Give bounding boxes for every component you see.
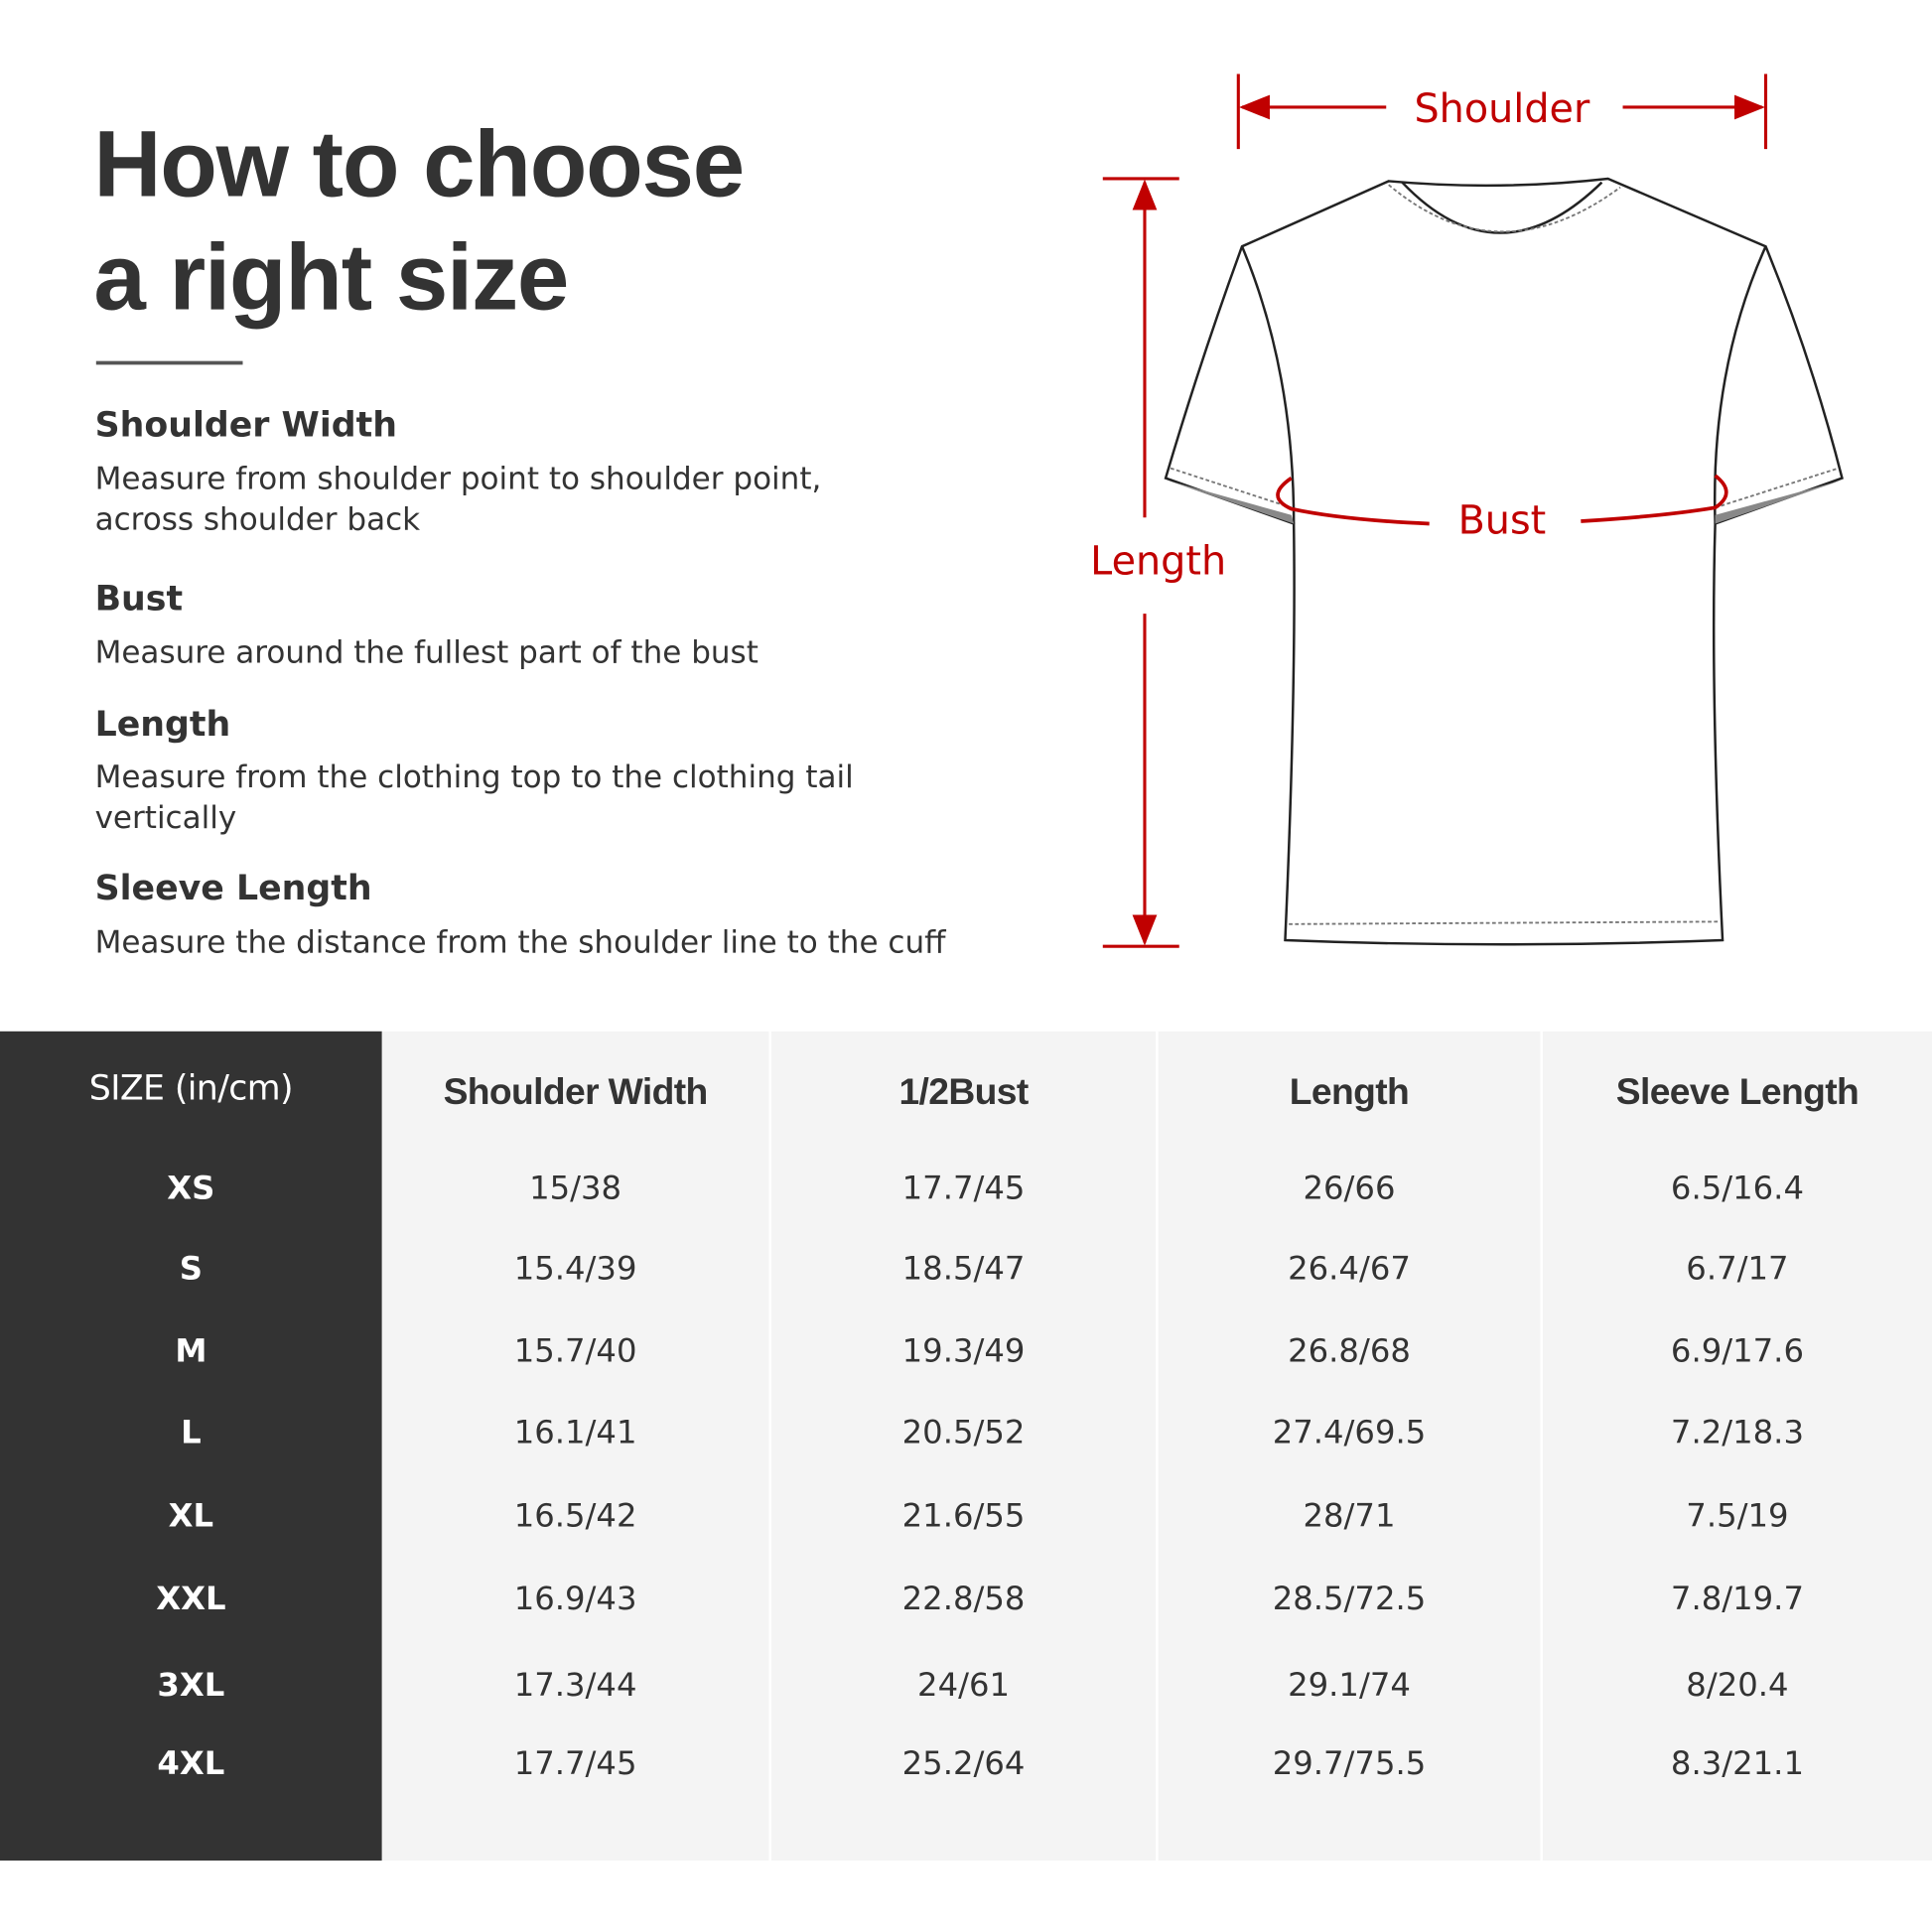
- table-cell-length: 26.8/68: [1288, 1332, 1411, 1371]
- header-shoulder-width: Shoulder Width: [443, 1071, 709, 1113]
- column-length: Length 26/66 26.4/67 26.8/68 27.4/69.5 28/71 2…: [1158, 1031, 1541, 1862]
- table-cell-shoulder-width: 16.1/41: [513, 1414, 637, 1452]
- size-table: SIZE (in/cm) XS S M L XL XXL 3XL 4XL Shoulder Wid…: [0, 1031, 1932, 1862]
- column-half-bust: 1/2Bust 17.7/45 18.5/47 19.3/49 20.5/52 21.6/…: [770, 1031, 1157, 1862]
- table-cell-half-bust: 19.3/49: [901, 1332, 1026, 1371]
- table-cell-shoulder-width: 17.3/44: [513, 1667, 637, 1705]
- desc-line: Measure the distance from the shoulder l…: [94, 923, 946, 960]
- table-cell-shoulder-width: 15.7/40: [513, 1332, 637, 1371]
- table-cell-sleeve-length: 7.5/19: [1686, 1498, 1789, 1536]
- guide-heading-shoulder: Shoulder Width: [94, 404, 398, 446]
- guide-desc-bust: Measure around the fullest part of the b…: [95, 632, 983, 673]
- bust-measure: [1276, 474, 1728, 526]
- table-cell-shoulder-width: 16.9/43: [513, 1581, 637, 1618]
- table-cell-sleeve-length: 6.5/16.4: [1670, 1171, 1804, 1208]
- table-cell-sleeve-length: 6.7/17: [1686, 1250, 1789, 1288]
- tshirt-outline-icon: [1164, 177, 1844, 946]
- table-cell-shoulder-width: 17.7/45: [513, 1745, 637, 1783]
- divider: [95, 360, 243, 365]
- table-cell-half-bust: 20.5/52: [901, 1414, 1026, 1452]
- table-cell-half-bust: 17.7/45: [901, 1171, 1026, 1208]
- tshirt-diagram: Shoulder Length Bust: [1090, 73, 1844, 948]
- shoulder-measure: [1236, 73, 1768, 150]
- table-cell-size: XS: [167, 1171, 215, 1208]
- guide-desc-sleeve: Measure the distance from the shoulder l…: [95, 921, 983, 962]
- table-cell-half-bust: 24/61: [917, 1667, 1011, 1705]
- desc-line: Measure from the clothing top to the clo…: [94, 759, 854, 795]
- guide-heading-bust: Bust: [94, 578, 184, 620]
- table-cell-shoulder-width: 15/38: [529, 1171, 622, 1208]
- table-cell-sleeve-length: 8.3/21.1: [1670, 1745, 1804, 1783]
- length-measure: [1102, 177, 1179, 948]
- column-sleeve-length: Sleeve Length 6.5/16.4 6.7/17 6.9/17.6 7.2/1…: [1542, 1031, 1932, 1862]
- page-title: How to choose a right size: [93, 108, 745, 335]
- header-length: Length: [1289, 1071, 1410, 1113]
- table-cell-half-bust: 18.5/47: [901, 1250, 1026, 1288]
- table-cell-size: S: [179, 1250, 203, 1288]
- table-cell-length: 26/66: [1303, 1171, 1396, 1208]
- table-cell-length: 28.5/72.5: [1272, 1581, 1427, 1618]
- table-cell-half-bust: 22.8/58: [901, 1581, 1026, 1618]
- table-cell-half-bust: 25.2/64: [901, 1745, 1026, 1783]
- guide-desc-shoulder: Measure from shoulder point to shoulder …: [95, 459, 983, 540]
- table-cell-shoulder-width: 16.5/42: [513, 1498, 637, 1536]
- shoulder-label: Shoulder: [1414, 86, 1589, 132]
- table-cell-length: 26.4/67: [1288, 1250, 1411, 1288]
- table-cell-sleeve-length: 8/20.4: [1686, 1667, 1789, 1705]
- column-shoulder-width: Shoulder Width 15/38 15.4/39 15.7/40 16.1/41…: [381, 1031, 769, 1862]
- table-cell-length: 29.1/74: [1288, 1667, 1411, 1705]
- table-cell-sleeve-length: 6.9/17.6: [1670, 1332, 1804, 1371]
- table-cell-half-bust: 21.6/55: [901, 1498, 1026, 1536]
- table-cell-shoulder-width: 15.4/39: [513, 1250, 637, 1288]
- table-cell-size: L: [181, 1414, 202, 1452]
- length-label: Length: [1090, 538, 1226, 584]
- header-size: SIZE (in/cm): [88, 1067, 294, 1109]
- guide-desc-length: Measure from the clothing top to the clo…: [95, 757, 983, 838]
- column-size: SIZE (in/cm) XS S M L XL XXL 3XL 4XL: [0, 1031, 382, 1862]
- guide-heading-sleeve: Sleeve Length: [94, 867, 372, 908]
- table-cell-size: M: [175, 1332, 207, 1371]
- title-line-2: a right size: [93, 225, 569, 331]
- desc-line: across shoulder back: [94, 501, 421, 538]
- title-line-1: How to choose: [93, 111, 745, 217]
- table-cell-size: XL: [168, 1498, 214, 1536]
- table-cell-sleeve-length: 7.8/19.7: [1670, 1581, 1804, 1618]
- bust-label: Bust: [1458, 497, 1547, 543]
- desc-line: Measure from shoulder point to shoulder …: [94, 461, 822, 497]
- header-half-bust: 1/2Bust: [898, 1071, 1029, 1113]
- table-cell-size: 4XL: [157, 1745, 225, 1783]
- table-cell-length: 27.4/69.5: [1272, 1414, 1427, 1452]
- header-sleeve-length: Sleeve Length: [1615, 1071, 1860, 1113]
- table-cell-length: 28/71: [1303, 1498, 1396, 1536]
- desc-line: Measure around the fullest part of the b…: [94, 634, 759, 671]
- table-cell-size: XXL: [156, 1581, 226, 1618]
- guide-heading-length: Length: [94, 703, 231, 745]
- table-cell-size: 3XL: [157, 1667, 225, 1705]
- table-cell-length: 29.7/75.5: [1272, 1745, 1427, 1783]
- table-cell-sleeve-length: 7.2/18.3: [1670, 1414, 1804, 1452]
- desc-line: vertically: [94, 799, 237, 836]
